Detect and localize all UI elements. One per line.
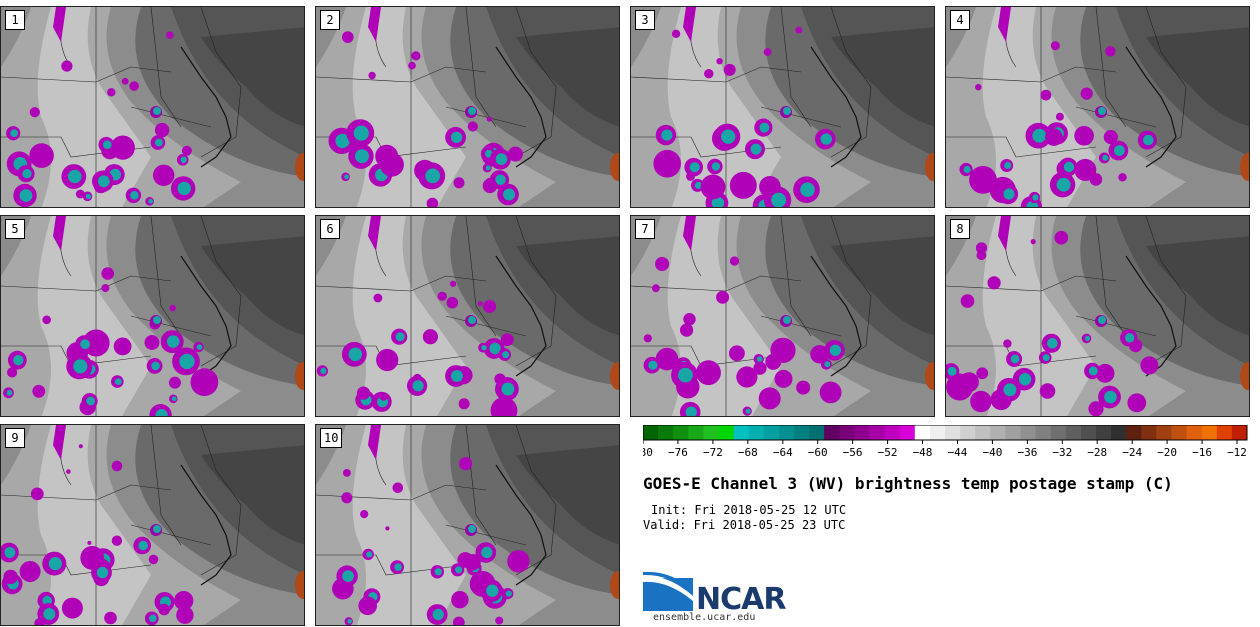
panel-number: 2 (320, 10, 340, 30)
colorbar-swatch (1035, 425, 1052, 440)
colorbar-tick-label: −80 (643, 446, 653, 459)
colorbar-tick-label: −32 (1052, 446, 1072, 459)
map-image (1, 7, 304, 207)
colorbar-swatch (945, 425, 961, 440)
colorbar-swatch (1080, 425, 1097, 440)
colorbar-swatch (1231, 425, 1248, 440)
ncar-logo-text: NCAR (696, 582, 786, 617)
map-image (316, 216, 619, 416)
colorbar-swatch (1141, 425, 1157, 440)
colorbar-swatch (1126, 425, 1142, 440)
colorbar-tick-label: −72 (703, 446, 723, 459)
colorbar-swatch (839, 425, 855, 440)
map-panel: 4 (945, 6, 1250, 208)
colorbar-tick-label: −64 (773, 446, 793, 459)
panel-number: 4 (950, 10, 970, 30)
map-image (316, 7, 619, 207)
panel-number: 10 (320, 428, 343, 448)
colorbar-tick-label: −60 (808, 446, 828, 459)
colorbar-swatch (1096, 425, 1112, 440)
colorbar-tick-label: −48 (913, 446, 933, 459)
map-panel: 3 (630, 6, 935, 208)
colorbar-swatch (688, 425, 704, 440)
colorbar-tick-label: −28 (1087, 446, 1107, 459)
colorbar-swatch (929, 425, 946, 440)
map-image (1, 425, 304, 625)
colorbar-swatch (1186, 425, 1203, 440)
colorbar-tick-label: −44 (948, 446, 968, 459)
map-image (631, 7, 934, 207)
colorbar-tick-label: −16 (1192, 446, 1212, 459)
colorbar-tick-label: −20 (1157, 446, 1177, 459)
colorbar-swatch (778, 425, 795, 440)
init-time: Init: Fri 2018-05-25 12 UTC (651, 503, 847, 517)
colorbar-swatch (1005, 425, 1021, 440)
colorbar-swatch (809, 425, 825, 440)
colorbar-swatch (673, 425, 689, 440)
colorbar-tick-label: −36 (1017, 446, 1037, 459)
valid-time: Valid: Fri 2018-05-25 23 UTC (643, 518, 846, 532)
map-image (316, 425, 619, 625)
map-image (946, 216, 1249, 416)
colorbar-swatch (854, 425, 870, 440)
panel-number: 7 (635, 219, 655, 239)
colorbar-swatch (733, 425, 750, 440)
colorbar-swatch (1020, 425, 1037, 440)
colorbar-tick-label: −12 (1227, 446, 1247, 459)
chart-title: GOES-E Channel 3 (WV) brightness temp po… (643, 474, 1173, 493)
colorbar-tick-label: −40 (982, 446, 1002, 459)
panel-number: 3 (635, 10, 655, 30)
colorbar-tick-label: −24 (1122, 446, 1142, 459)
colorbar-tick-label: −52 (878, 446, 898, 459)
colorbar-swatch (899, 425, 916, 440)
colorbar-swatch (1111, 425, 1127, 440)
map-panel: 7 (630, 215, 935, 417)
map-panel: 9 (0, 424, 305, 626)
map-image (946, 7, 1249, 207)
colorbar-swatch (763, 425, 780, 440)
colorbar-swatch (1156, 425, 1172, 440)
panel-number: 5 (5, 219, 25, 239)
colorbar-swatch (1050, 425, 1067, 440)
colorbar-swatch (703, 425, 719, 440)
map-image (1, 216, 304, 416)
colorbar-swatch (824, 425, 840, 440)
site-url: ensemble.ucar.edu (653, 612, 756, 623)
panel-number: 6 (320, 219, 340, 239)
map-panel: 2 (315, 6, 620, 208)
colorbar-swatch (643, 425, 659, 440)
colorbar-swatch (960, 425, 976, 440)
map-panel: 8 (945, 215, 1250, 417)
panel-number: 1 (5, 10, 25, 30)
colorbar-swatch (1216, 425, 1233, 440)
colorbar-swatch (869, 425, 886, 440)
colorbar-swatch (975, 425, 991, 440)
colorbar-swatch (884, 425, 901, 440)
colorbar-swatch (748, 425, 765, 440)
colorbar-swatch (1201, 425, 1218, 440)
colorbar-swatch (990, 425, 1006, 440)
colorbar-swatch (1171, 425, 1188, 440)
ncar-logo-icon (643, 571, 693, 611)
map-panel: 10 (315, 424, 620, 626)
colorbar-swatch (718, 425, 735, 440)
map-panel: 1 (0, 6, 305, 208)
colorbar-swatch (914, 425, 931, 440)
colorbar-swatch (1065, 425, 1082, 440)
colorbar-swatch (658, 425, 674, 440)
map-panel: 5 (0, 215, 305, 417)
colorbar-tick-label: −56 (843, 446, 863, 459)
map-image (631, 216, 934, 416)
colorbar-swatch (794, 425, 810, 440)
colorbar: −80 −76 −72 −68 −64 −60 −56 −52 −48 −44 −40 −36 −32 −… (643, 425, 1248, 459)
panel-number: 8 (950, 219, 970, 239)
panel-number: 9 (5, 428, 25, 448)
map-panel: 6 (315, 215, 620, 417)
colorbar-tick-label: −76 (668, 446, 688, 459)
colorbar-tick-label: −68 (738, 446, 758, 459)
